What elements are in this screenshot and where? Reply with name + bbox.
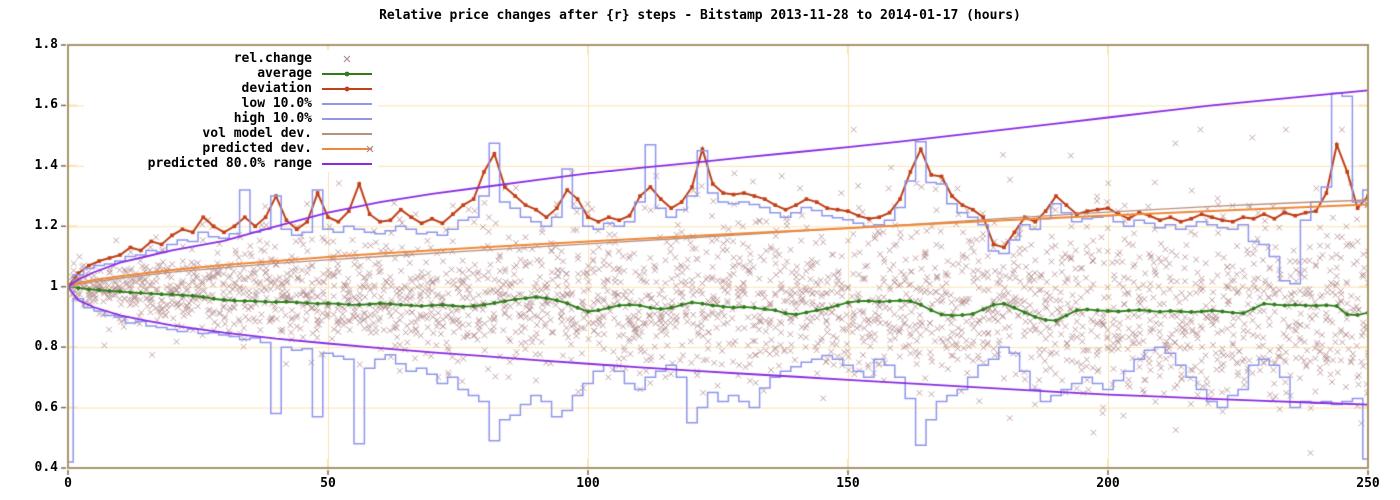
y-tick-label: 0.6: [34, 399, 58, 415]
legend-sample-point-x-icon: [343, 55, 351, 62]
x-tick-label: 250: [1356, 476, 1380, 491]
legend-label: average: [257, 66, 312, 81]
x-tick-label: 150: [836, 476, 860, 491]
y-tick-label: 1: [50, 278, 58, 294]
legend-row: deviation: [88, 81, 374, 96]
x-tick-label: 100: [576, 476, 600, 491]
legend-sample-line-dot-icon: [322, 71, 372, 76]
legend-row: predicted dev.: [88, 141, 374, 156]
legend-sample-line-icon: [322, 117, 372, 120]
y-tick-label: 0.8: [34, 339, 58, 355]
legend-row: high 10.0%: [88, 111, 374, 126]
legend-label: rel.change: [233, 51, 312, 66]
legend-sample-line-icon: [322, 162, 372, 165]
x-tick-label: 0: [64, 476, 72, 491]
legend-row: rel.change: [88, 51, 374, 66]
y-tick-label: 1.8: [34, 37, 58, 52]
legend-label: predicted 80.0% range: [147, 156, 312, 171]
y-tick-label: 1.6: [34, 97, 58, 113]
legend-label: predicted dev.: [202, 141, 312, 156]
legend-label: high 10.0%: [233, 111, 312, 126]
legend-label: low 10.0%: [241, 96, 312, 111]
y-tick-label: 1.4: [34, 157, 58, 173]
legend-row: average: [88, 66, 374, 81]
legend-sample-line-dot-icon: [322, 86, 372, 91]
legend-row: vol model dev.: [88, 126, 374, 141]
legend-sample-line-icon: [322, 102, 372, 105]
legend-label: deviation: [241, 81, 312, 96]
legend: rel.change average deviation low 10.0% high …: [84, 50, 378, 172]
y-tick-label: 0.4: [34, 460, 58, 475]
x-tick-label: 50: [320, 476, 336, 491]
legend-sample-line-icon: [322, 132, 372, 135]
x-tick-label: 200: [1096, 476, 1120, 491]
legend-row: low 10.0%: [88, 96, 374, 111]
y-tick-label: 1.2: [34, 218, 58, 234]
legend-sample-line-xend-icon: [322, 145, 374, 152]
legend-label: vol model dev.: [202, 126, 312, 141]
legend-row: predicted 80.0% range: [88, 156, 374, 171]
